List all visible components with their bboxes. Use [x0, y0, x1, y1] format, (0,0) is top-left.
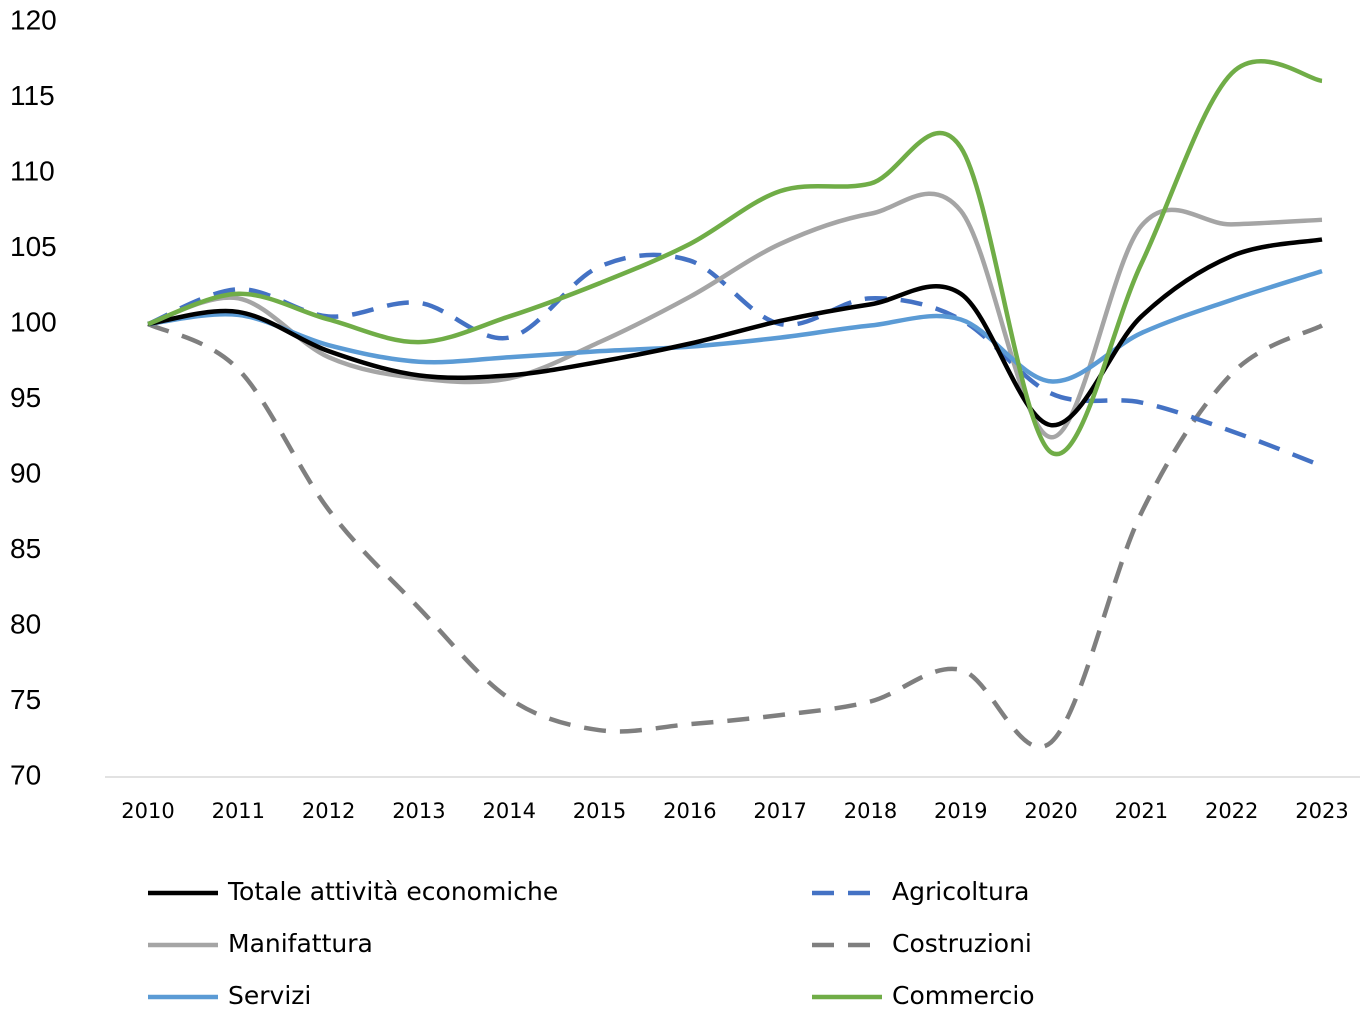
x-tick-label: 2016	[663, 799, 716, 823]
y-tick-label: 70	[10, 759, 41, 790]
series-line	[147, 269, 1323, 384]
y-tick-label: 90	[10, 457, 41, 488]
legend-label: Commercio	[892, 981, 1035, 1010]
legend-label: Totale attività economiche	[227, 877, 558, 906]
x-tick-label: 2010	[121, 799, 174, 823]
x-tick-label: 2020	[1024, 799, 1077, 823]
y-tick-label: 75	[10, 684, 41, 715]
x-tick-label: 2017	[753, 799, 806, 823]
x-tick-label: 2022	[1205, 799, 1258, 823]
y-tick-label: 110	[10, 155, 55, 186]
y-tick-label: 100	[10, 306, 57, 337]
y-tick-label: 95	[10, 382, 41, 413]
y-tick-label: 80	[10, 608, 41, 639]
legend-label: Agricoltura	[892, 877, 1029, 906]
x-tick-label: 2023	[1295, 799, 1348, 823]
series-line	[147, 237, 1323, 428]
x-tick-label: 2012	[302, 799, 355, 823]
x-tick-label: 2019	[934, 799, 987, 823]
series-line	[147, 191, 1323, 440]
x-tick-label: 2011	[212, 799, 265, 823]
legend-label: Manifattura	[228, 929, 373, 958]
x-tick-label: 2021	[1115, 799, 1168, 823]
x-tick-label: 2013	[392, 799, 445, 823]
x-tick-label: 2015	[573, 799, 626, 823]
series-line	[147, 59, 1323, 457]
y-tick-label: 105	[10, 231, 57, 262]
legend-label: Costruzioni	[892, 929, 1032, 958]
y-tick-label: 115	[10, 80, 55, 111]
y-tick-label: 85	[10, 533, 41, 564]
legend-label: Servizi	[228, 981, 311, 1010]
x-tick-label: 2018	[844, 799, 897, 823]
series-line	[147, 252, 1323, 469]
series-line	[146, 321, 1324, 749]
x-tick-label: 2014	[483, 799, 536, 823]
y-tick-label: 120	[10, 4, 57, 35]
